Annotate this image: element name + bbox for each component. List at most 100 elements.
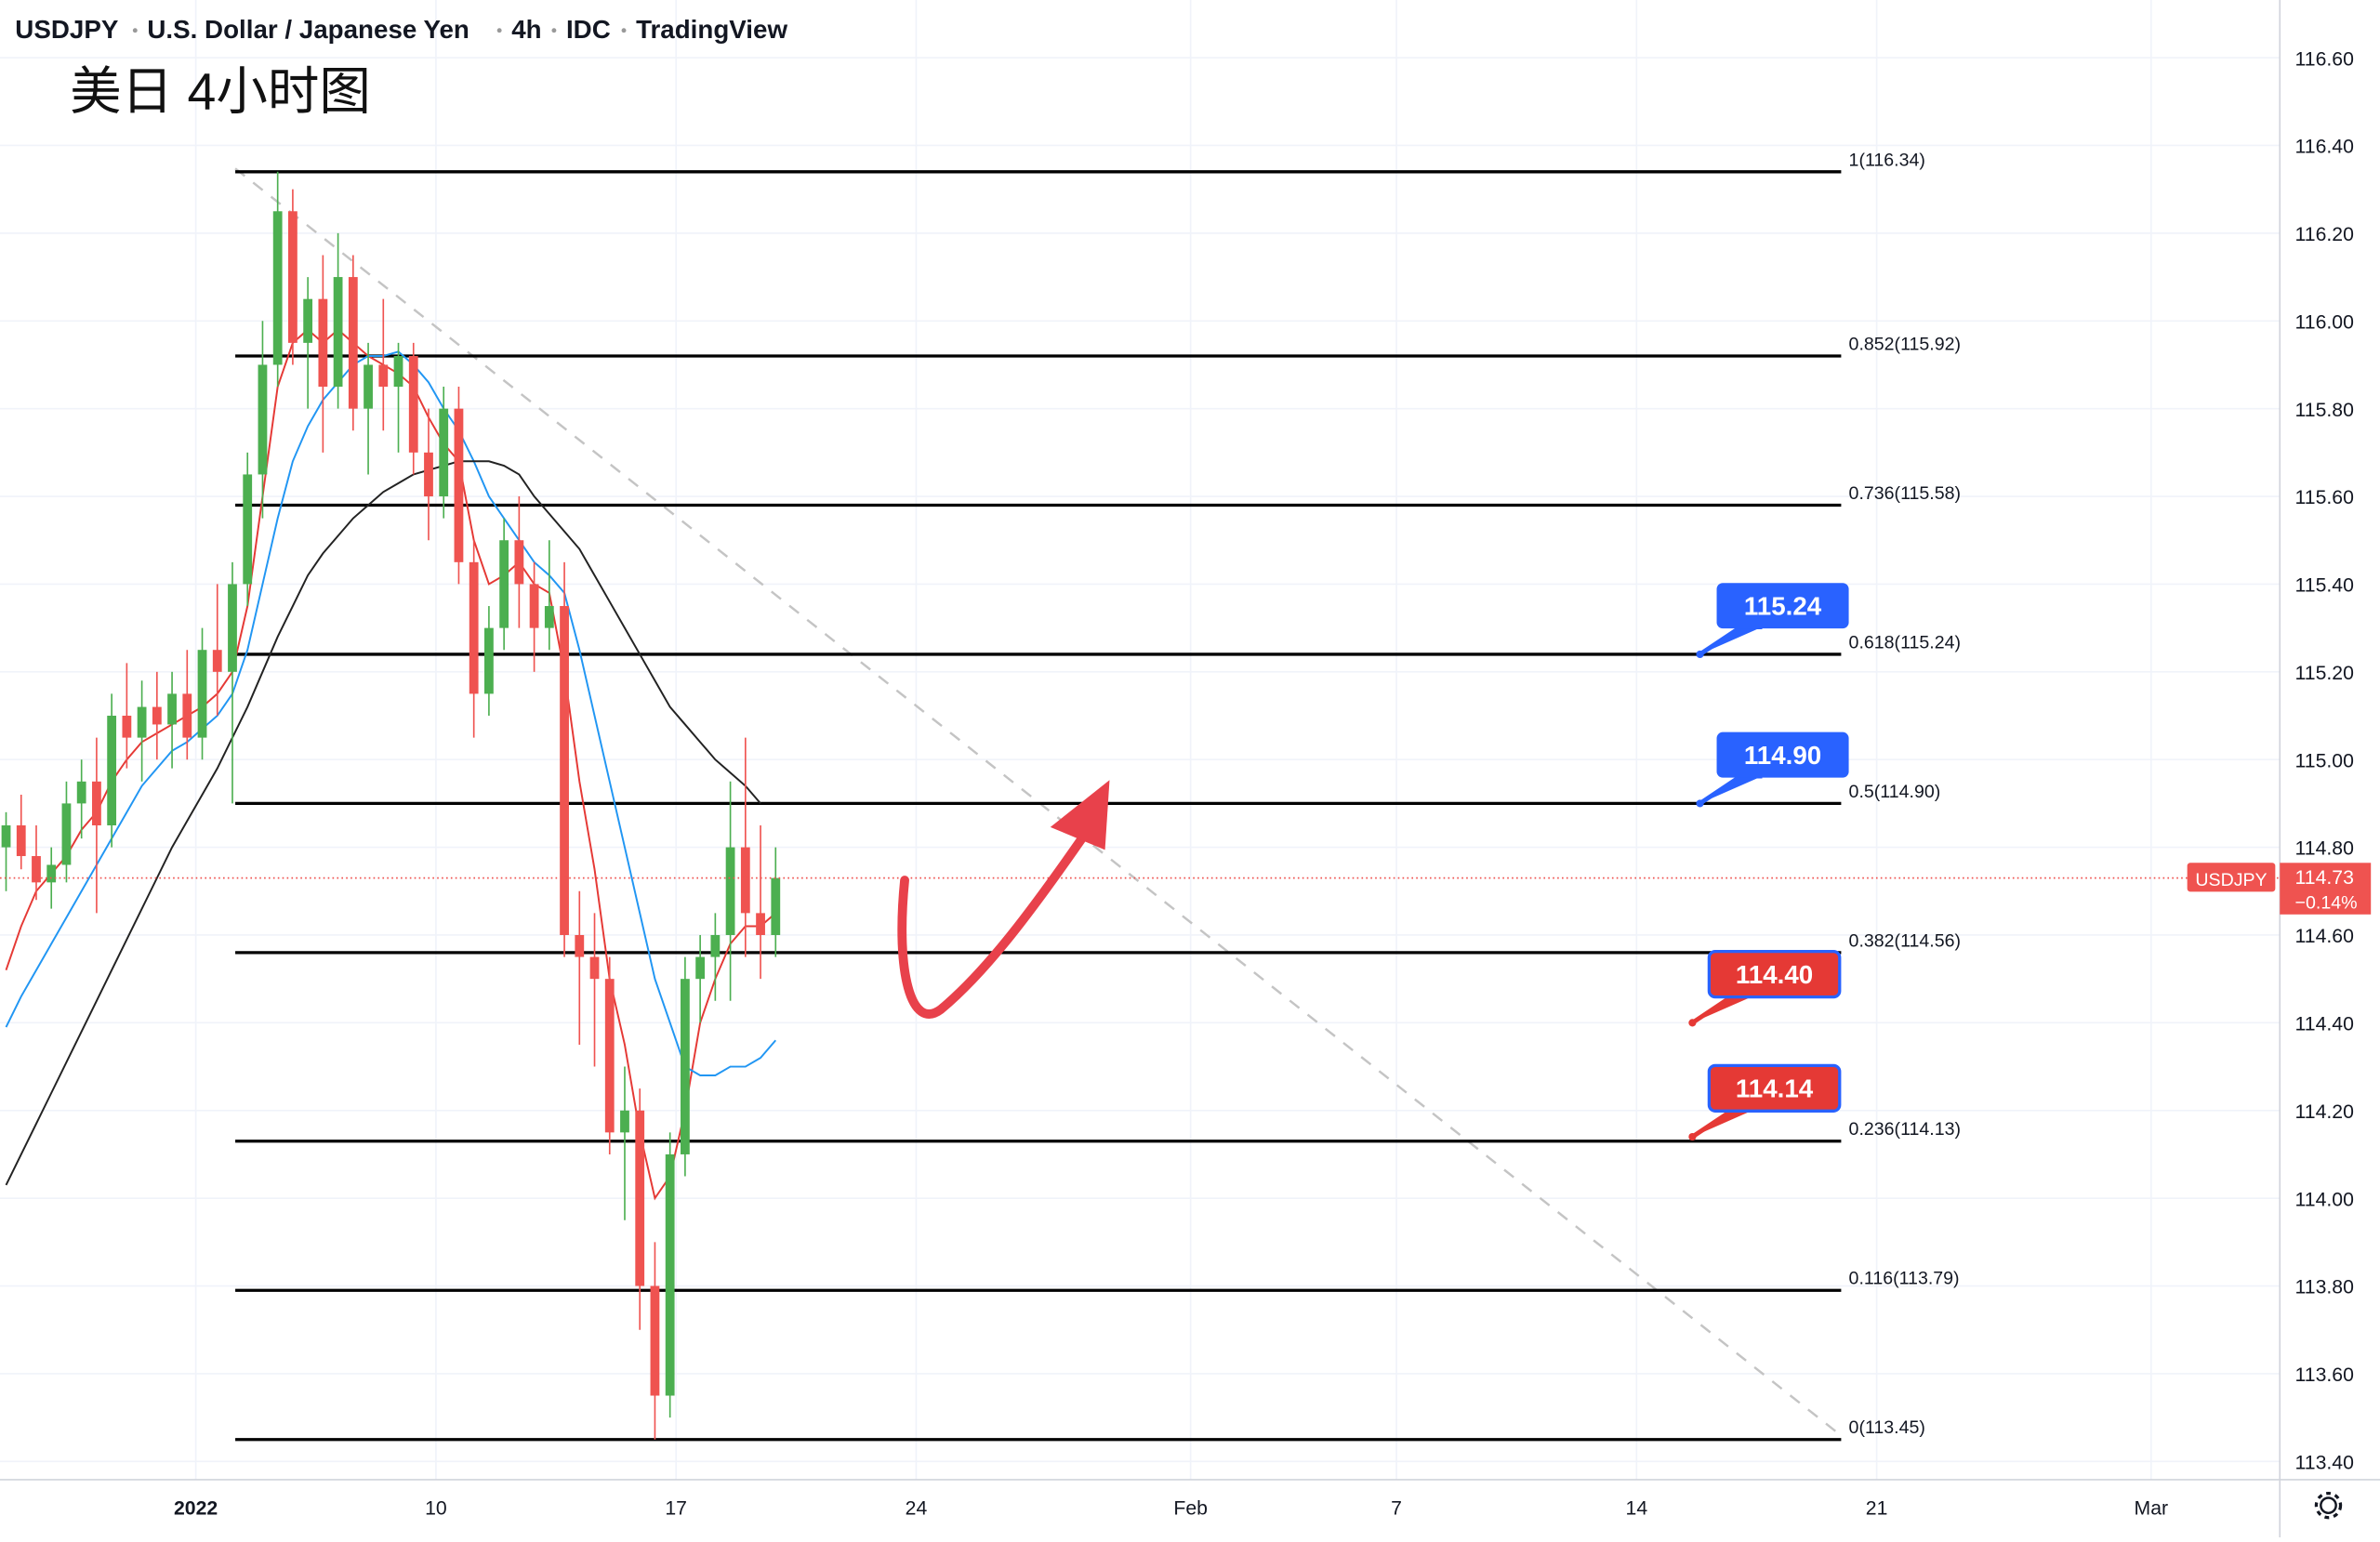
settings-teeth xyxy=(2314,1491,2343,1520)
separator xyxy=(132,28,138,33)
fib-label: 0(113.45) xyxy=(1849,1417,1925,1438)
candle-body xyxy=(92,781,101,825)
candle-body xyxy=(560,606,569,935)
settings-icon[interactable] xyxy=(2314,1491,2343,1520)
chart-title: 美日 4小时图 xyxy=(70,63,371,121)
callout-label: 114.14 xyxy=(1736,1074,1814,1103)
candle-body xyxy=(182,693,192,738)
candle-body xyxy=(197,650,207,738)
candle-body xyxy=(695,956,706,980)
y-tick-label: 115.00 xyxy=(2295,750,2354,771)
candle-body xyxy=(228,584,237,672)
header-interval: 4h xyxy=(511,15,541,44)
candle-body xyxy=(272,211,283,365)
x-tick-label: 10 xyxy=(425,1497,447,1519)
y-tick-label: 116.40 xyxy=(2295,137,2354,158)
candle-body xyxy=(288,211,298,343)
price-tag xyxy=(2280,863,2372,915)
candle-body xyxy=(499,540,509,628)
y-tick-label: 114.80 xyxy=(2295,838,2354,860)
price-tag-value: 114.73 xyxy=(2295,867,2354,889)
callout-anchor xyxy=(1696,650,1704,659)
candle-body xyxy=(16,824,26,857)
candle-body xyxy=(771,877,781,935)
candle-body xyxy=(61,803,72,865)
candle-body xyxy=(76,781,86,804)
header-name: U.S. Dollar / Japanese Yen xyxy=(147,15,469,44)
callout-box xyxy=(1707,1063,1842,1113)
candle-body xyxy=(725,847,735,935)
x-tick-label: 24 xyxy=(906,1497,928,1519)
moving-average xyxy=(5,460,761,1186)
header-platform: TradingView xyxy=(636,15,787,44)
candle-body xyxy=(408,356,418,453)
y-tick-label: 116.20 xyxy=(2295,224,2354,245)
settings-ring xyxy=(2320,1496,2337,1515)
fib-label: 0.236(114.13) xyxy=(1849,1119,1961,1140)
callout-label: 114.40 xyxy=(1736,960,1813,989)
candle-body xyxy=(46,864,57,883)
candle-body xyxy=(107,716,117,825)
candle-body xyxy=(303,298,313,343)
y-tick-label: 114.40 xyxy=(2295,1014,2354,1035)
x-tick-label: Feb xyxy=(1173,1497,1208,1519)
candle-body xyxy=(756,913,765,935)
candle-body xyxy=(529,584,539,628)
y-tick-label: 114.00 xyxy=(2295,1189,2354,1210)
y-tick-label: 113.60 xyxy=(2295,1364,2354,1386)
candle-body xyxy=(212,650,222,672)
callout-box xyxy=(1716,583,1849,629)
y-tick-label: 116.60 xyxy=(2295,48,2354,70)
x-tick-label: Mar xyxy=(2135,1497,2169,1519)
candle-body xyxy=(710,934,721,957)
candle-body xyxy=(740,847,750,914)
separator xyxy=(621,28,627,33)
candle-body xyxy=(544,606,554,628)
y-tick-label: 114.60 xyxy=(2295,926,2354,947)
fib-label: 0.116(113.79) xyxy=(1849,1269,1960,1289)
separator xyxy=(551,28,557,33)
forecast-arrow xyxy=(897,822,1095,1019)
x-tick-label: 2022 xyxy=(174,1497,218,1519)
price-tag-change: −0.14% xyxy=(2295,892,2358,913)
moving-average xyxy=(5,328,776,1201)
y-tick-label: 115.20 xyxy=(2295,663,2354,684)
fib-label: 0.382(114.56) xyxy=(1849,930,1961,951)
y-tick-label: 113.80 xyxy=(2295,1277,2354,1298)
callout-box xyxy=(1707,950,1842,999)
callout-anchor xyxy=(1688,1132,1697,1141)
candle-body xyxy=(635,1110,645,1286)
y-tick-label: 116.00 xyxy=(2295,311,2354,333)
callout-label: 115.24 xyxy=(1744,591,1822,620)
candle-body xyxy=(258,364,268,475)
candle-body xyxy=(604,979,615,1133)
fib-label: 0.618(115.24) xyxy=(1849,632,1961,652)
moving-average xyxy=(5,350,777,1076)
callout-box xyxy=(1716,731,1849,778)
candle-body xyxy=(484,627,494,694)
y-tick-label: 113.40 xyxy=(2295,1452,2354,1473)
x-tick-label: 17 xyxy=(665,1497,687,1519)
candle-body xyxy=(32,856,41,883)
x-tick-label: 21 xyxy=(1866,1497,1888,1519)
candle-body xyxy=(575,934,585,957)
candle-body xyxy=(620,1110,629,1133)
candle-body xyxy=(424,452,433,497)
symbol-tag xyxy=(2187,863,2276,892)
callout-label: 114.90 xyxy=(1744,741,1821,770)
y-tick-label: 115.80 xyxy=(2295,400,2354,421)
callout-anchor xyxy=(1696,799,1704,808)
y-tick-label: 114.20 xyxy=(2295,1101,2354,1123)
x-tick-label: 7 xyxy=(1391,1497,1402,1519)
candle-body xyxy=(348,277,358,409)
candle-body xyxy=(589,956,600,980)
fib-label: 0.736(115.58) xyxy=(1849,483,1961,504)
header-source: IDC xyxy=(566,15,611,44)
fib-label: 0.852(115.92) xyxy=(1849,334,1961,354)
candle-body xyxy=(665,1153,675,1396)
candle-body xyxy=(122,716,132,738)
candle-body xyxy=(454,408,464,562)
candle-body xyxy=(393,356,403,388)
